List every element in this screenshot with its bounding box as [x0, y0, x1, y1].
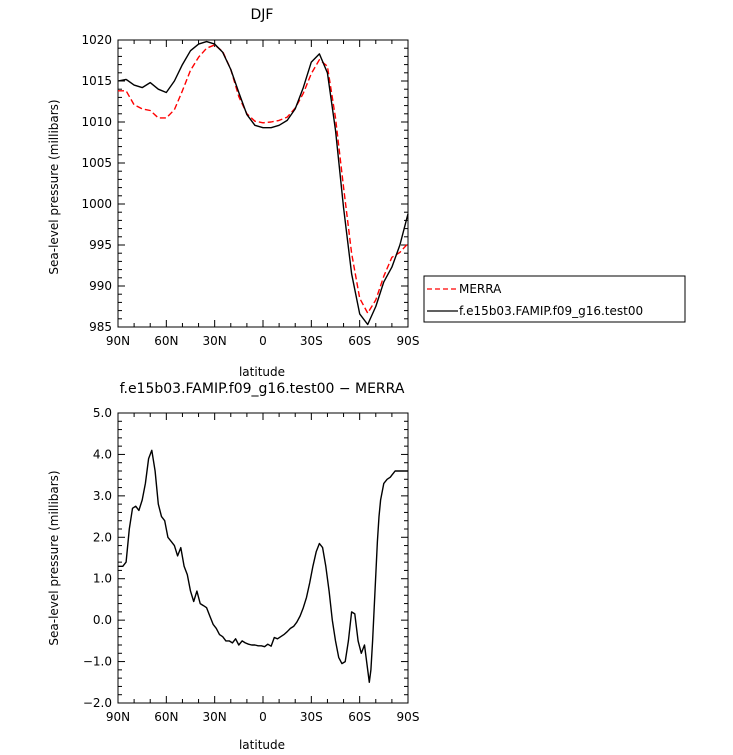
top-chart-title: DJF	[251, 7, 274, 23]
bottom-ytick-label: 0.0	[93, 613, 112, 627]
bottom-ytick-label: 5.0	[93, 406, 112, 420]
bottom-panel: f.e15b03.FAMIP.f09_g16.test00 − MERRA −2…	[47, 381, 419, 752]
bottom-xtick-label: 90N	[106, 710, 130, 724]
bottom-series-line-0	[118, 449, 408, 683]
bottom-tick-marks	[117, 412, 409, 704]
top-ytick-label: 1000	[81, 197, 112, 211]
top-series-line-1	[117, 40, 409, 326]
top-ytick-label: 1010	[81, 115, 112, 129]
bottom-xtick-label: 90S	[397, 710, 420, 724]
bottom-xtick-labels: 90N 60N 30N 0 30S 60S 90S	[106, 710, 420, 724]
bottom-y-axis-title: Sea-level pressure (millibars)	[47, 470, 61, 645]
top-x-axis-title: latitude	[239, 365, 285, 379]
top-xtick-label: 90S	[397, 334, 420, 348]
bottom-x-axis-title: latitude	[239, 738, 285, 752]
top-plot-frame	[117, 39, 409, 328]
bottom-xtick-label: 0	[259, 710, 267, 724]
legend-label-merra: MERRA	[459, 282, 502, 296]
top-ytick-label: 985	[89, 320, 112, 334]
top-xtick-label: 60S	[348, 334, 371, 348]
bottom-xtick-label: 60N	[154, 710, 178, 724]
top-panel: DJF 985 990 995 1000 1005 1010 1015 1020 90N 60N…	[47, 7, 419, 379]
top-series-line-0	[118, 44, 409, 314]
top-ytick-label: 1005	[81, 156, 112, 170]
top-xtick-label: 0	[259, 334, 267, 348]
top-y-axis-title: Sea-level pressure (millibars)	[47, 99, 61, 274]
bottom-xtick-label: 60S	[348, 710, 371, 724]
top-xtick-labels: 90N 60N 30N 0 30S 60S 90S	[106, 334, 420, 348]
bottom-xtick-label: 30N	[203, 710, 227, 724]
top-ytick-label: 990	[89, 279, 112, 293]
bottom-ytick-label: 4.0	[93, 447, 112, 461]
legend: MERRA f.e15b03.FAMIP.f09_g16.test00	[423, 275, 686, 323]
top-ytick-label: 1020	[81, 33, 112, 47]
bottom-chart-title: f.e15b03.FAMIP.f09_g16.test00 − MERRA	[120, 381, 405, 397]
legend-box	[423, 275, 686, 323]
top-tick-marks	[117, 39, 409, 328]
bottom-ytick-labels: −2.0 −1.0 0.0 1.0 2.0 3.0 4.0 5.0	[83, 406, 112, 710]
top-ytick-label: 1015	[81, 74, 112, 88]
bottom-plot-frame	[117, 412, 409, 704]
bottom-ytick-label: 1.0	[93, 572, 112, 586]
bottom-series-lines	[118, 449, 408, 683]
bottom-xtick-label: 30S	[300, 710, 323, 724]
bottom-ytick-label: 3.0	[93, 489, 112, 503]
top-ytick-label: 995	[89, 238, 112, 252]
top-xtick-label: 60N	[154, 334, 178, 348]
top-xtick-label: 30S	[300, 334, 323, 348]
bottom-ytick-label: −2.0	[83, 696, 112, 710]
top-xtick-label: 30N	[203, 334, 227, 348]
bottom-ytick-label: −1.0	[83, 655, 112, 669]
top-series-lines	[117, 40, 409, 326]
top-xtick-label: 90N	[106, 334, 130, 348]
legend-label-model: f.e15b03.FAMIP.f09_g16.test00	[459, 304, 643, 318]
bottom-ytick-label: 2.0	[93, 530, 112, 544]
top-ytick-labels: 985 990 995 1000 1005 1010 1015 1020	[81, 33, 112, 334]
